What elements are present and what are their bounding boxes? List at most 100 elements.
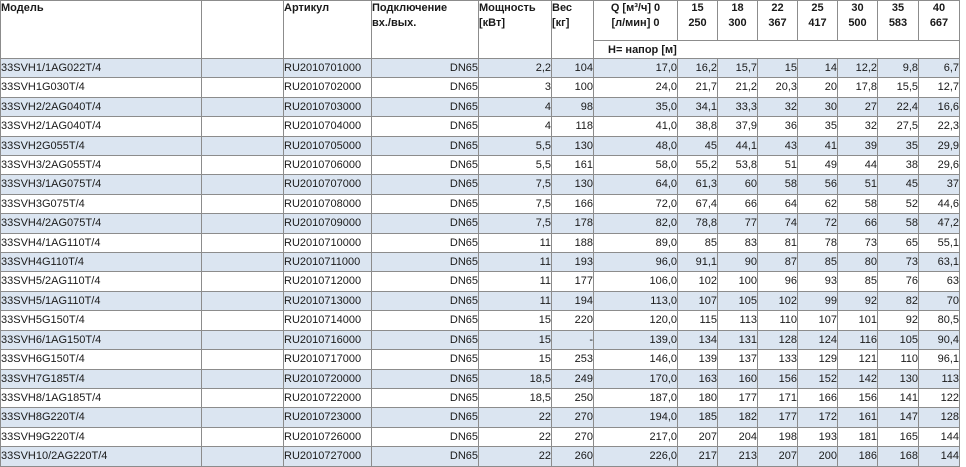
cell-model: 33SVH5/1AG110T/4 [0,290,202,312]
cell-head-35: 52 [877,193,919,215]
cell-head-35: 168 [877,446,919,467]
cell-head-25: 85 [797,252,838,273]
cell-head-25: 200 [797,446,838,467]
cell-head-15: 45 [677,135,718,157]
cell-connection: DN65 [371,368,479,389]
col-header-empty [201,0,284,59]
cell-model: 33SVH9G220T/4 [0,426,202,448]
header-row-main: Модель Артикул Подключение вх./вых. Мощн… [0,0,960,59]
flow-m3h: 40 [932,2,946,14]
cell-head-35: 141 [877,387,919,409]
cell-connection: DN65 [371,232,479,254]
cell-power: 15 [478,349,552,370]
table-row: 33SVH10/2AG220T/4 RU2010727000 DN65 22 260 22… [0,446,960,467]
power-header-line1: Мощность [479,2,536,14]
cell-head-18: 105 [717,290,758,312]
cell-head-18: 21,2 [717,77,758,98]
cell-power: 15 [478,310,552,331]
cell-head-15: 107 [677,290,718,312]
flow-m3h: 35 [891,2,905,14]
cell-empty [201,116,284,137]
flow-lmin: 500 [848,16,867,29]
cell-model: 33SVH8/1AG185T/4 [0,387,202,409]
cell-model: 33SVH7G185T/4 [0,368,202,389]
cell-connection: DN65 [371,174,479,195]
cell-model: 33SVH8G220T/4 [0,407,202,428]
cell-head-18: 100 [717,271,758,292]
cell-power: 5,5 [478,155,552,176]
col-header-connection: Подключение вх./вых. [371,0,479,59]
cell-head-30: 39 [837,135,878,157]
weight-header-line2: [кг] [552,16,570,29]
cell-head-40: 44,6 [918,193,960,215]
cell-head-25: 41 [797,135,838,157]
cell-head-22: 133 [757,349,798,370]
cell-head-22: 51 [757,155,798,176]
cell-empty [201,232,284,254]
cell-head-25: 20 [797,77,838,98]
cell-head-40: 70 [918,290,960,312]
cell-connection: DN65 [371,135,479,157]
cell-power: 11 [478,271,552,292]
q-header-line1: Q [м³/ч] 0 [610,2,661,14]
cell-model: 33SVH3/1AG075T/4 [0,174,202,195]
cell-head-18: 53,8 [717,155,758,176]
cell-head-q0: 139,0 [593,329,678,351]
cell-head-25: 152 [797,368,838,389]
cell-head-q0: 170,0 [593,368,678,389]
cell-connection: DN65 [371,387,479,409]
cell-head-22: 110 [757,310,798,331]
cell-head-q0: 64,0 [593,174,678,195]
cell-article: RU2010711000 [283,252,372,273]
cell-article: RU2010703000 [283,96,372,118]
cell-weight: 98 [551,96,594,118]
cell-model: 33SVH1G030T/4 [0,77,202,98]
cell-head-30: 92 [837,290,878,312]
cell-head-15: 78,8 [677,213,718,234]
cell-head-35: 147 [877,407,919,428]
cell-power: 2,2 [478,57,552,79]
cell-article: RU2010716000 [283,329,372,351]
cell-head-30: 32 [837,116,878,137]
cell-empty [201,252,284,273]
cell-article: RU2010727000 [283,446,372,467]
cell-head-25: 193 [797,426,838,448]
cell-model: 33SVH4/1AG110T/4 [0,232,202,254]
cell-head-30: 142 [837,368,878,389]
table-row: 33SVH9G220T/4 RU2010726000 DN65 22 270 217,0 2… [0,426,960,448]
cell-head-18: 204 [717,426,758,448]
cell-empty [201,135,284,157]
cell-weight: 104 [551,57,594,79]
cell-head-30: 66 [837,213,878,234]
cell-article: RU2010708000 [283,193,372,215]
cell-connection: DN65 [371,290,479,312]
cell-head-30: 44 [837,155,878,176]
cell-weight: 118 [551,116,594,137]
table-row: 33SVH2/1AG040T/4 RU2010704000 DN65 4 118 41,0… [0,116,960,137]
cell-head-30: 156 [837,387,878,409]
cell-head-q0: 48,0 [593,135,678,157]
cell-head-25: 78 [797,232,838,254]
cell-connection: DN65 [371,213,479,234]
cell-connection: DN65 [371,407,479,428]
cell-power: 11 [478,252,552,273]
cell-head-22: 20,3 [757,77,798,98]
cell-head-25: 62 [797,193,838,215]
cell-weight: - [551,329,594,351]
cell-head-35: 82 [877,290,919,312]
cell-head-35: 165 [877,426,919,448]
flow-lmin: 417 [808,16,827,29]
cell-power: 7,5 [478,193,552,215]
cell-power: 15 [478,329,552,351]
cell-head-q0: 187,0 [593,387,678,409]
cell-article: RU2010720000 [283,368,372,389]
cell-head-35: 58 [877,213,919,234]
cell-head-18: 33,3 [717,96,758,118]
cell-head-22: 43 [757,135,798,157]
table-row: 33SVH2G055T/4 RU2010705000 DN65 5,5 130 48,0 4… [0,135,960,157]
cell-head-30: 80 [837,252,878,273]
cell-head-15: 185 [677,407,718,428]
cell-article: RU2010726000 [283,426,372,448]
cell-head-15: 67,4 [677,193,718,215]
cell-power: 4 [478,116,552,137]
